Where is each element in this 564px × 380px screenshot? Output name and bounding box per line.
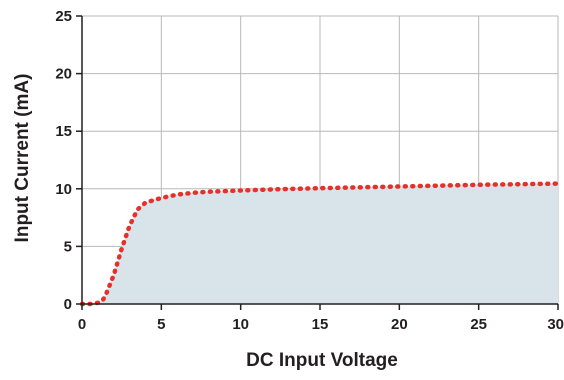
area-fill <box>82 183 558 304</box>
x-tick-label: 0 <box>78 316 86 333</box>
x-tick-label: 10 <box>232 316 249 333</box>
series-line <box>79 181 561 307</box>
axes <box>76 15 559 310</box>
x-tick-label: 30 <box>547 316 564 333</box>
y-tick-label: 20 <box>55 66 72 83</box>
y-tick-label: 10 <box>55 181 72 198</box>
x-tick-label: 25 <box>470 316 487 333</box>
y-axis-title: Input Current (mA) <box>12 74 33 243</box>
line-layer <box>79 181 561 307</box>
area-layer <box>82 183 558 304</box>
x-axis-title: DC Input Voltage <box>246 350 398 371</box>
x-tick-label: 20 <box>391 316 408 333</box>
y-tick-label: 5 <box>64 238 72 255</box>
y-tick-label: 0 <box>64 296 72 313</box>
tick-labels: 0 5 10 15 20 25 0 5 10 15 20 25 30 <box>55 8 564 333</box>
y-tick-label: 15 <box>55 123 72 140</box>
y-tick-label: 25 <box>55 8 72 25</box>
x-tick-label: 15 <box>312 316 329 333</box>
x-tick-label: 5 <box>157 316 165 333</box>
